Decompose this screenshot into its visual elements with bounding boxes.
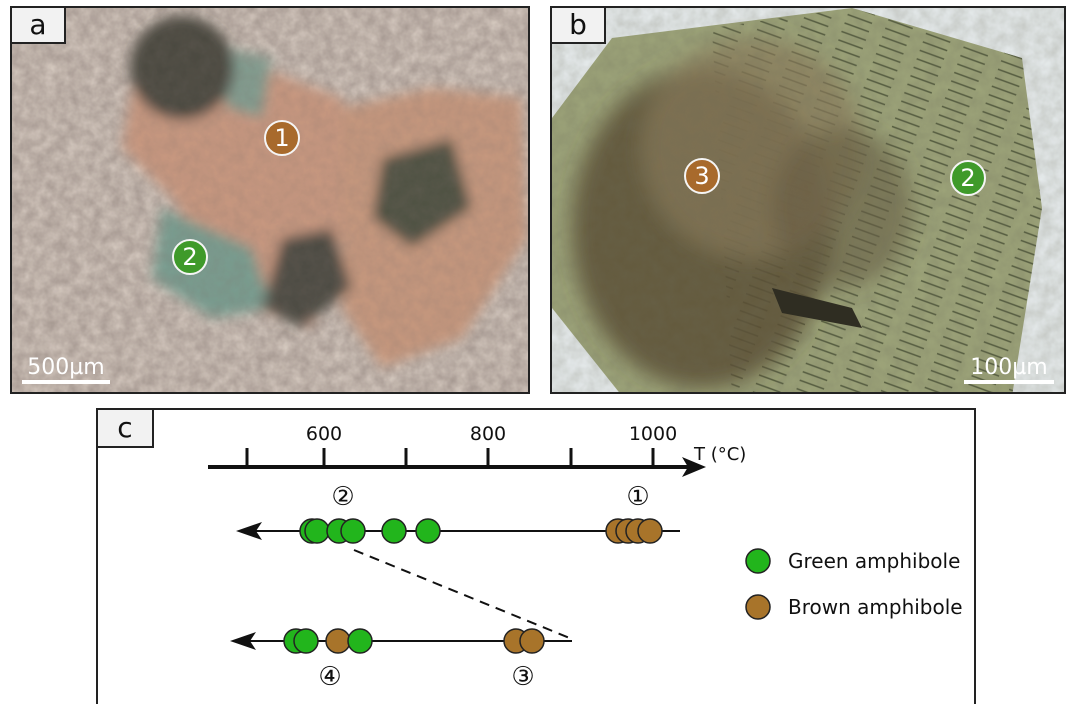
upper-arrowhead <box>236 522 262 540</box>
panel-a-label: a <box>12 8 66 44</box>
group-label-3: ③ <box>511 662 534 692</box>
brown-amphibole-point <box>325 628 351 654</box>
legend-brown-label: Brown amphibole <box>788 595 963 619</box>
legend-green-swatch <box>745 548 771 574</box>
marker-green-amphibole: 2 <box>172 239 208 275</box>
group-label-4: ④ <box>318 662 341 692</box>
legend: Green amphibole Brown amphibole <box>745 548 963 620</box>
upper-group-circles <box>299 518 663 544</box>
group-label-2: ② <box>331 482 354 512</box>
panel-c: c 600 800 1000 T (°C) <box>96 408 976 704</box>
legend-green-label: Green amphibole <box>788 549 960 573</box>
scale-bar-b-line <box>964 380 1054 384</box>
green-amphibole-point <box>293 628 319 654</box>
group-label-1: ① <box>626 482 649 512</box>
scale-bar-a-label: 500µm <box>27 355 105 380</box>
brown-amphibole-point <box>519 628 545 654</box>
green-amphibole-point <box>381 518 407 544</box>
lower-group-circles <box>283 628 545 654</box>
green-amphibole-point <box>415 518 441 544</box>
lower-arrowhead <box>230 632 256 650</box>
green-amphibole-point <box>304 518 330 544</box>
scale-bar-b-label: 100µm <box>970 355 1048 380</box>
temperature-axis-arrowhead <box>682 457 706 477</box>
green-amphibole-point <box>340 518 366 544</box>
brown-amphibole-point <box>637 518 663 544</box>
micrograph-a <box>12 8 528 392</box>
axis-ticks <box>245 448 655 467</box>
dashed-connector <box>353 549 573 640</box>
micrograph-b <box>552 8 1064 392</box>
scale-bar-b: 100µm <box>964 355 1054 384</box>
marker-brown-amphibole: 3 <box>684 158 720 194</box>
tick-label-600: 600 <box>306 423 342 445</box>
axis-label: T (°C) <box>693 444 746 465</box>
green-amphibole-point <box>347 628 373 654</box>
marker-brown-amphibole: 1 <box>264 120 300 156</box>
panel-b-label: b <box>552 8 606 44</box>
legend-brown-swatch <box>745 594 771 620</box>
scale-bar-a-line <box>22 380 110 384</box>
marker-green-amphibole: 2 <box>950 160 986 196</box>
panel-c-label: c <box>98 410 154 448</box>
panel-b: b 3 2 100µm <box>550 6 1066 394</box>
tick-label-1000: 1000 <box>629 423 677 445</box>
scale-bar-a: 500µm <box>22 355 110 384</box>
temperature-diagram: 600 800 1000 T (°C) <box>208 423 963 692</box>
panel-a: a 1 2 500µm <box>10 6 530 394</box>
tick-label-800: 800 <box>470 423 506 445</box>
